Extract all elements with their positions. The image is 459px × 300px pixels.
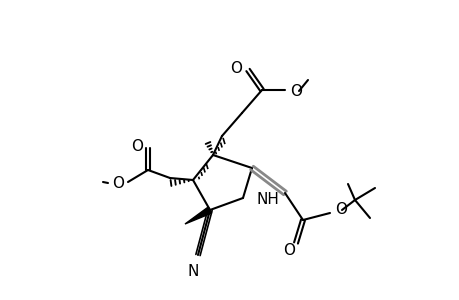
- Text: O: O: [282, 244, 294, 259]
- Text: O: O: [334, 202, 346, 217]
- Text: O: O: [230, 61, 241, 76]
- Text: NH: NH: [257, 193, 279, 208]
- Polygon shape: [185, 207, 211, 224]
- Text: N: N: [187, 263, 198, 278]
- Text: O: O: [131, 139, 143, 154]
- Text: O: O: [112, 176, 124, 190]
- Text: O: O: [289, 83, 302, 98]
